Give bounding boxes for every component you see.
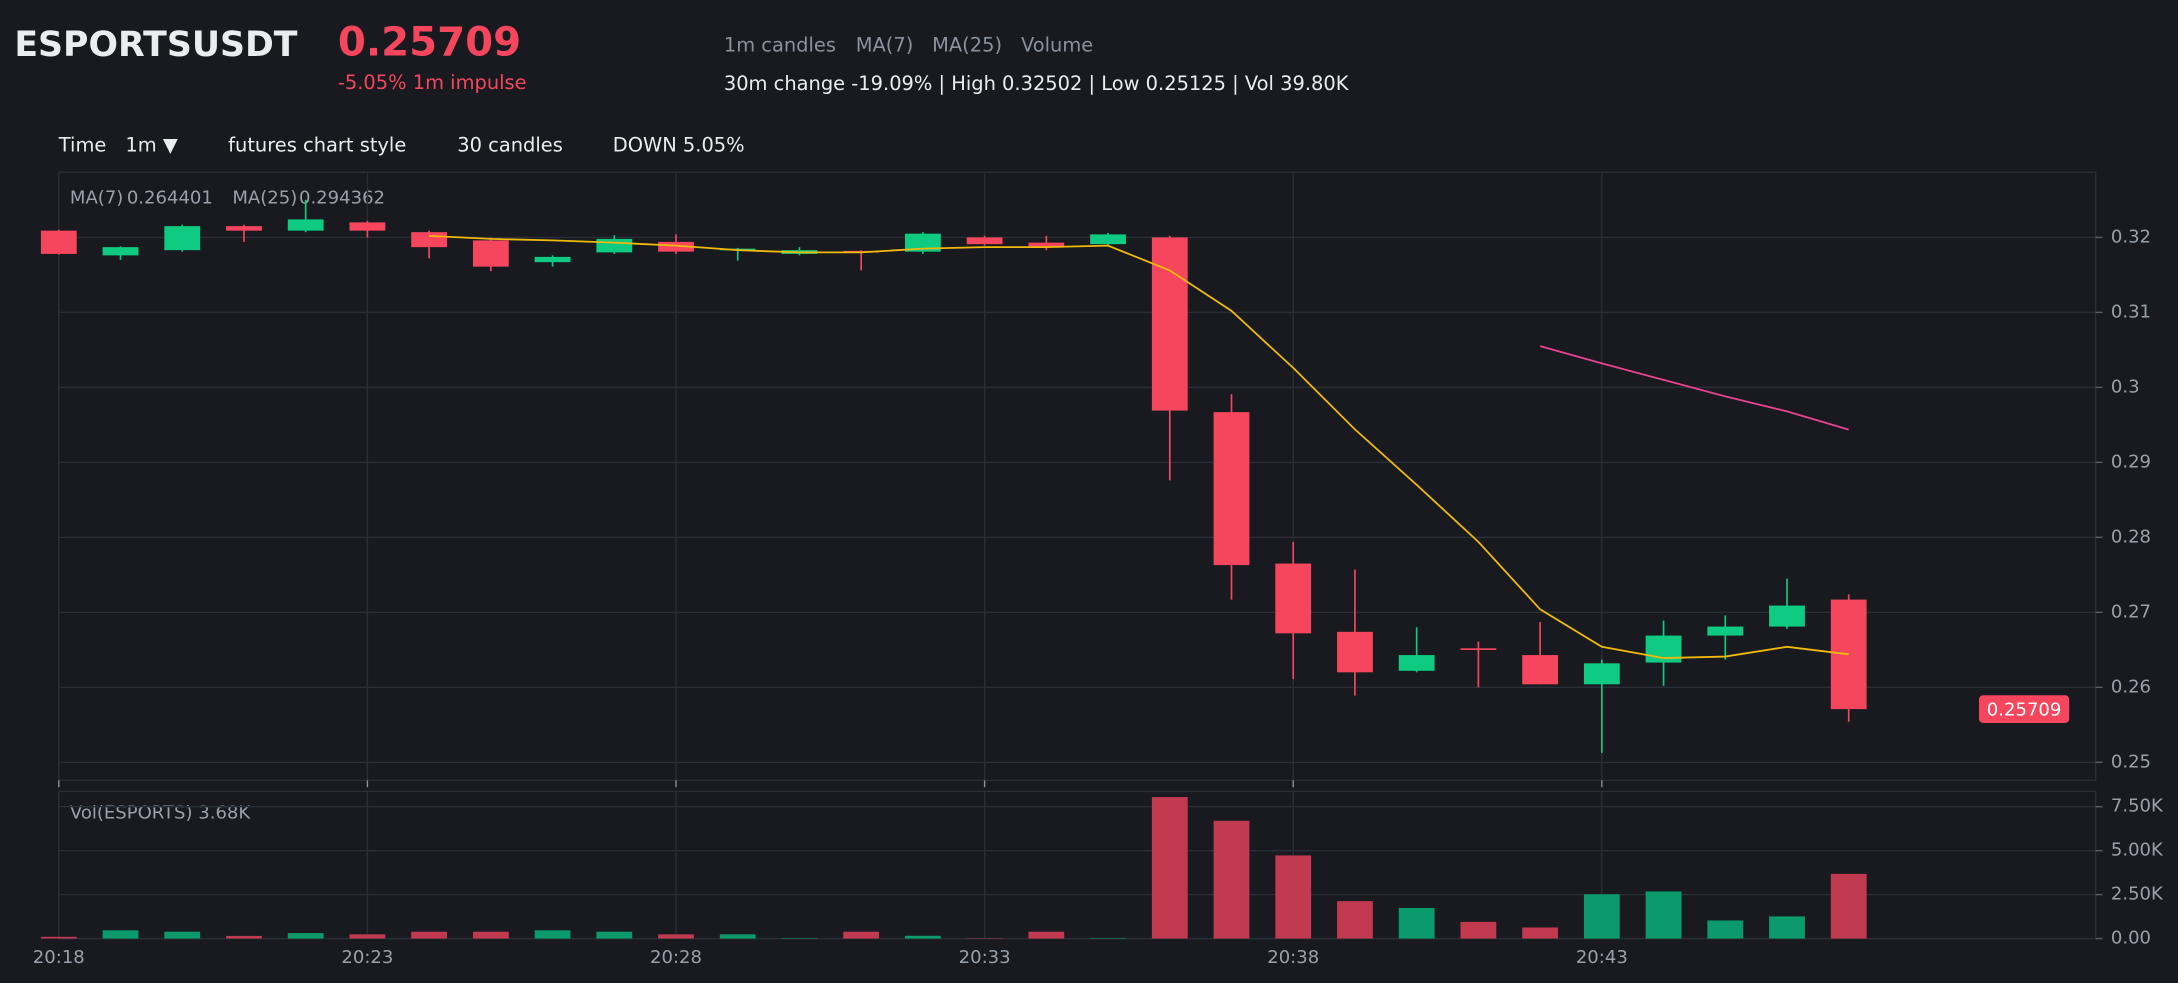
volume-bar bbox=[1707, 920, 1744, 939]
y-tick-label: 0.27 bbox=[2111, 601, 2151, 622]
volume-bar bbox=[719, 934, 756, 939]
y-tick-label: 0.29 bbox=[2111, 451, 2151, 472]
candle-body bbox=[1213, 412, 1250, 566]
symbol: ESPORTSUSDT bbox=[14, 25, 297, 65]
volume-bar bbox=[1830, 873, 1867, 939]
volume-bar bbox=[1522, 927, 1559, 939]
candle-body bbox=[966, 237, 1003, 245]
candle-body bbox=[534, 256, 571, 263]
ma-legend-value: 0.264401 bbox=[127, 188, 213, 209]
price: 0.25709 bbox=[338, 19, 521, 65]
candle-body bbox=[226, 226, 262, 231]
y-tick-label: 0.25 bbox=[2111, 751, 2151, 772]
x-tick-label: 20:28 bbox=[650, 947, 702, 968]
x-tick-label: 20:38 bbox=[1267, 947, 1319, 968]
volume-bar bbox=[1583, 894, 1620, 939]
candle-body bbox=[349, 222, 386, 231]
indicator: 1m candles bbox=[724, 33, 836, 56]
volume-legend: Vol(ESPORTS) 3.68K bbox=[70, 803, 252, 824]
indicator: MA(25) bbox=[932, 33, 1002, 56]
candle-body bbox=[1460, 648, 1497, 650]
x-tick-label: 20:18 bbox=[33, 947, 85, 968]
volume-bar bbox=[1645, 891, 1682, 939]
volume-bar bbox=[534, 930, 571, 939]
y-tick-label: 0.3 bbox=[2111, 376, 2140, 397]
candle-body bbox=[596, 238, 633, 253]
volume-bar bbox=[164, 931, 201, 939]
volume-bar bbox=[40, 936, 77, 939]
toolbar-item: DOWN 5.05% bbox=[613, 133, 745, 156]
toolbar-item: 30 candles bbox=[457, 133, 563, 156]
indicator: MA(7) bbox=[856, 33, 914, 56]
candle-body bbox=[164, 226, 201, 251]
y-tick-label: 0.00 bbox=[2111, 928, 2151, 949]
price-tag bbox=[1978, 695, 2070, 724]
price-tag-label: 0.25709 bbox=[1987, 700, 2062, 721]
candle-body bbox=[102, 247, 139, 256]
toolbar-item[interactable]: futures chart style bbox=[228, 133, 406, 156]
volume-bar bbox=[411, 931, 448, 939]
volume-bar bbox=[1151, 797, 1188, 939]
volume-bar bbox=[1213, 820, 1250, 939]
volume-bar bbox=[1337, 901, 1373, 939]
x-tick-label: 20:33 bbox=[959, 947, 1011, 968]
candle-body bbox=[411, 232, 448, 248]
y-tick-label: 5.00K bbox=[2111, 840, 2164, 861]
candle-body bbox=[1583, 663, 1620, 685]
candle-body bbox=[1830, 599, 1867, 710]
volume-bar bbox=[596, 931, 633, 939]
candle-body bbox=[287, 219, 324, 231]
candle-body bbox=[1337, 631, 1373, 673]
y-tick-label: 0.31 bbox=[2111, 301, 2151, 322]
candle-body bbox=[1522, 655, 1559, 685]
candle-body bbox=[40, 230, 77, 254]
stats: 30m change -19.09% | High 0.32502 | Low … bbox=[724, 72, 1350, 95]
ma-line bbox=[1539, 345, 1849, 431]
ma-legend: MA(7) bbox=[70, 188, 123, 209]
x-tick-label: 20:43 bbox=[1576, 947, 1628, 968]
toolbar-item: Time bbox=[58, 133, 107, 156]
volume-bar bbox=[658, 934, 694, 939]
y-tick-label: 0.32 bbox=[2111, 226, 2151, 247]
volume-bar bbox=[781, 938, 818, 939]
y-tick-label: 0.26 bbox=[2111, 676, 2151, 697]
candle-body bbox=[1090, 234, 1126, 245]
candle-body bbox=[1769, 605, 1805, 627]
volume-bar bbox=[904, 935, 941, 939]
x-tick-label: 20:23 bbox=[341, 947, 393, 968]
volume-bar bbox=[1028, 931, 1065, 939]
ma-line bbox=[429, 235, 1849, 659]
volume-bar bbox=[1769, 916, 1805, 939]
y-tick-label: 2.50K bbox=[2111, 884, 2164, 905]
volume-bar bbox=[226, 935, 262, 939]
volume-bar bbox=[843, 931, 880, 939]
volume-bar bbox=[1460, 921, 1497, 939]
interval-select[interactable]: 1m ▼ bbox=[125, 133, 177, 156]
volume-bar bbox=[102, 930, 139, 939]
y-tick-label: 0.28 bbox=[2111, 526, 2151, 547]
volume-bar bbox=[1275, 855, 1312, 939]
volume-bar bbox=[1398, 907, 1435, 939]
candle-body bbox=[1398, 655, 1435, 671]
ma-legend: MA(25) bbox=[232, 188, 297, 209]
volume-bar bbox=[349, 934, 386, 939]
volume-bar bbox=[287, 933, 324, 939]
impulse: -5.05% 1m impulse bbox=[338, 71, 527, 94]
ma-legend-value: 0.294362 bbox=[299, 188, 385, 209]
y-tick-label: 7.50K bbox=[2111, 796, 2164, 817]
volume-bar bbox=[1090, 938, 1126, 939]
candle-body bbox=[904, 233, 941, 252]
volume-bar bbox=[472, 931, 509, 939]
candle-body bbox=[1028, 242, 1065, 248]
candle-body bbox=[658, 241, 694, 252]
candle-body bbox=[1707, 626, 1744, 636]
indicator: Volume bbox=[1021, 33, 1093, 56]
candle-body bbox=[472, 240, 509, 267]
candle-body bbox=[1151, 237, 1188, 411]
candle-body bbox=[1275, 563, 1312, 634]
